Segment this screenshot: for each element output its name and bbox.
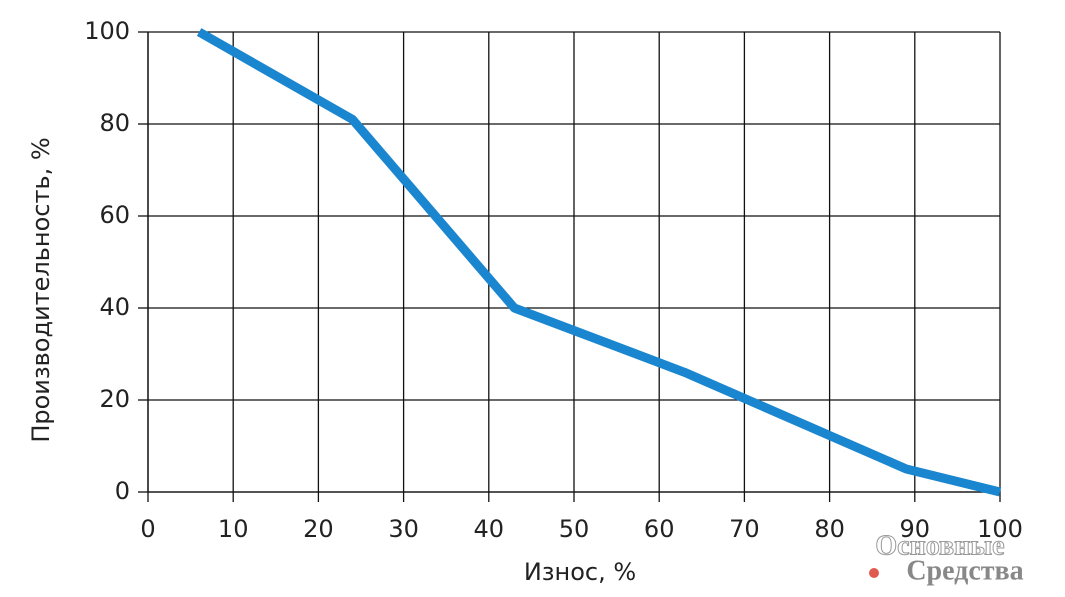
y-tick-label: 80 xyxy=(99,109,130,137)
x-tick-label: 80 xyxy=(814,515,845,543)
watermark-dot xyxy=(869,568,879,578)
data-line xyxy=(196,28,1002,497)
x-tick-label: 100 xyxy=(977,515,1023,543)
x-tick-label: 0 xyxy=(140,515,155,543)
y-tick-label: 60 xyxy=(99,201,130,229)
x-axis-label: Износ, % xyxy=(524,558,636,586)
x-tick-label: 90 xyxy=(900,515,931,543)
x-tick-label: 20 xyxy=(303,515,334,543)
watermark: Основные xyxy=(875,530,1004,561)
y-tick-label: 0 xyxy=(115,477,130,505)
x-tick-label: 30 xyxy=(388,515,419,543)
x-tick-label: 60 xyxy=(644,515,675,543)
x-tick-label: 10 xyxy=(218,515,249,543)
x-tick-label: 40 xyxy=(474,515,505,543)
x-tick-label: 70 xyxy=(729,515,760,543)
y-tick-label: 20 xyxy=(99,385,130,413)
watermark: Средства xyxy=(906,555,1023,586)
y-axis-label: Производительность, % xyxy=(27,137,55,442)
y-tick-label: 40 xyxy=(99,293,130,321)
x-tick-label: 50 xyxy=(559,515,590,543)
y-tick-label: 100 xyxy=(84,17,130,45)
